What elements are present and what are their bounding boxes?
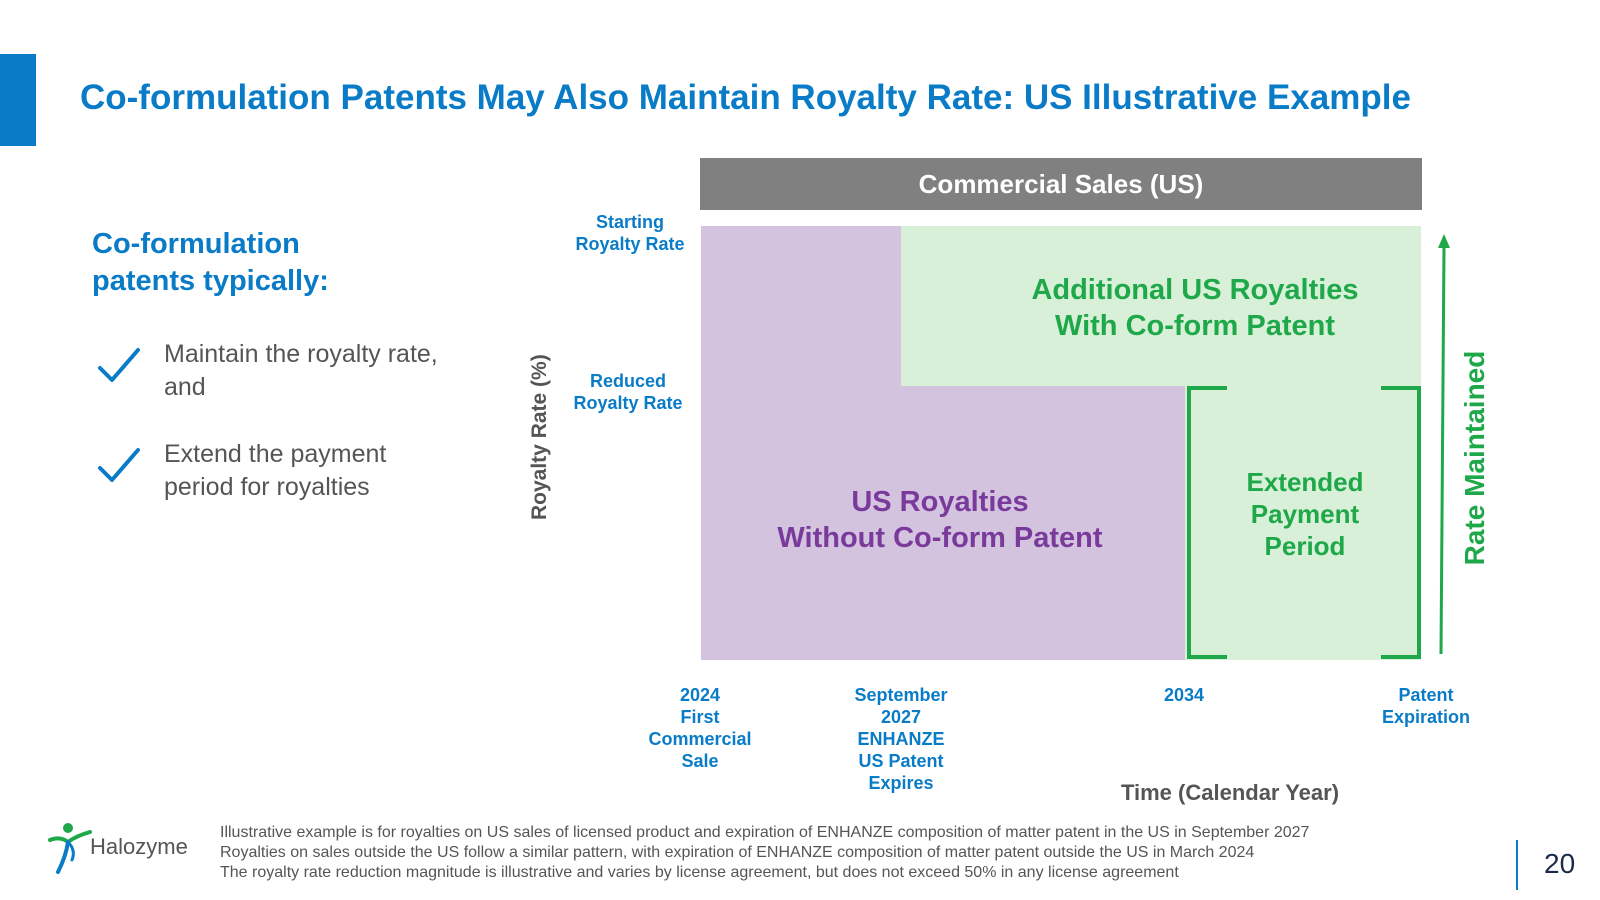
arrow-head-icon bbox=[1438, 234, 1450, 248]
check-icon bbox=[98, 348, 140, 382]
footnote-line: Illustrative example is for royalties on… bbox=[220, 824, 1310, 841]
commercial-sales-header: Commercial Sales (US) bbox=[700, 158, 1422, 210]
page-number-divider bbox=[1516, 840, 1518, 890]
check-icon bbox=[98, 448, 140, 482]
bullet-item: Extend the payment period for royalties bbox=[96, 438, 436, 508]
royalty-region-without-coform bbox=[701, 385, 1185, 660]
x-marker-2024: 2024 First Commercial Sale bbox=[648, 685, 752, 771]
x-marker-patent-expiration: Patent Expiration bbox=[1381, 685, 1470, 727]
bullet-text: Maintain the royalty rate, and bbox=[164, 340, 438, 401]
royalty-region-without-coform-top bbox=[701, 226, 901, 386]
x-axis-label: Time (Calendar Year) bbox=[1120, 780, 1340, 805]
rate-maintained-arrow bbox=[1439, 245, 1446, 655]
bullet-text: Extend the payment period for royalties bbox=[164, 440, 387, 501]
rate-maintained-label: Rate Maintained bbox=[1459, 350, 1490, 566]
label-extended-period: Extended Payment Period bbox=[1246, 467, 1364, 561]
footnote-line: Royalties on sales outside the US follow… bbox=[220, 844, 1255, 861]
bullet-item: Maintain the royalty rate, and bbox=[96, 338, 438, 408]
halozyme-logo: Halozyme bbox=[46, 820, 196, 876]
label-without-coform: US Royalties Without Co-form Patent bbox=[777, 486, 1103, 554]
label-additional-royalties: Additional US Royalties With Co-form Pat… bbox=[1031, 274, 1359, 342]
x-marker-2034: 2034 bbox=[1163, 685, 1205, 705]
y-axis-label: Royalty Rate (%) bbox=[528, 354, 551, 520]
page-title: Co-formulation Patents May Also Maintain… bbox=[80, 78, 1411, 117]
footnote-line: The royalty rate reduction magnitude is … bbox=[220, 864, 1179, 881]
y-marker-starting: Starting Royalty Rate bbox=[575, 212, 685, 254]
left-heading: Co-formulation patents typically: bbox=[92, 228, 329, 297]
logo-text: Halozyme bbox=[90, 834, 188, 859]
y-marker-reduced: Reduced Royalty Rate bbox=[573, 371, 683, 413]
x-marker-2027: September 2027 ENHANZE US Patent Expires bbox=[854, 685, 948, 793]
page-number: 20 bbox=[1544, 848, 1576, 879]
halozyme-figure-icon bbox=[48, 823, 92, 874]
royalty-region-additional-top bbox=[901, 226, 1421, 386]
accent-bar bbox=[0, 54, 36, 146]
